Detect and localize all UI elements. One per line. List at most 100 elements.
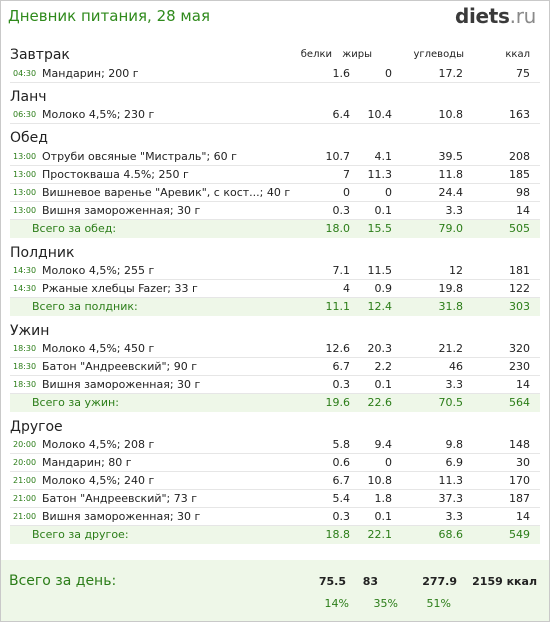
food-fat: 0 [385, 67, 392, 80]
meal-title-other: Другое [10, 419, 63, 435]
food-row[interactable]: 13:00 Отруби овсяные "Мистраль"; 60 г 10… [10, 148, 540, 166]
food-protein: 0.6 [332, 456, 351, 469]
food-name: Вишня замороженная; 30 г [42, 378, 201, 391]
total-kcal: 549 [509, 528, 530, 541]
food-time: 13:00 [13, 170, 37, 179]
food-fat: 0.9 [374, 282, 393, 295]
food-carbs: 39.5 [438, 150, 464, 163]
food-fat: 10.4 [367, 108, 393, 121]
food-row[interactable]: 14:30 Молоко 4,5%; 255 г 7.1 11.5 12 181 [10, 262, 540, 280]
food-fat: 20.3 [367, 342, 393, 355]
page-title: Дневник питания, 28 мая [8, 7, 210, 25]
total-carbs: 31.8 [438, 300, 464, 313]
food-row[interactable]: 21:00 Молоко 4,5%; 240 г 6.7 10.8 11.3 1… [10, 472, 540, 490]
food-row[interactable]: 13:00 Вишневое варенье "Аревик", с кост.… [10, 184, 540, 202]
food-kcal: 122 [509, 282, 530, 295]
food-name: Молоко 4,5%; 230 г [42, 108, 155, 121]
day-total-fat: 83 [362, 575, 378, 588]
food-row[interactable]: 13:00 Вишня замороженная; 30 г 0.3 0.1 3… [10, 202, 540, 220]
meal-title-lunch: Ланч [10, 89, 47, 105]
food-row[interactable]: 06:30 Молоко 4,5%; 230 г 6.4 10.4 10.8 1… [10, 106, 540, 124]
food-kcal: 185 [509, 168, 530, 181]
food-carbs: 46 [449, 360, 463, 373]
food-name: Простокваша 4.5%; 250 г [42, 168, 189, 181]
food-kcal: 148 [509, 438, 530, 451]
food-time: 20:00 [13, 440, 37, 449]
total-fat: 12.4 [367, 300, 393, 313]
header: Дневник питания, 28 мая diets.ru [0, 0, 548, 34]
meal-title-dinner: Обед [10, 130, 48, 146]
food-name: Молоко 4,5%; 255 г [42, 264, 155, 277]
food-kcal: 187 [509, 492, 530, 505]
food-carbs: 9.8 [445, 438, 464, 451]
food-kcal: 181 [509, 264, 530, 277]
column-carbs: углеводы [413, 49, 464, 60]
food-name: Молоко 4,5%; 208 г [42, 438, 155, 451]
food-protein: 1.6 [332, 67, 351, 80]
food-row[interactable]: 04:30 Мандарин; 200 г 1.6 0 17.2 75 [10, 65, 540, 83]
food-carbs: 24.4 [438, 186, 464, 199]
food-fat: 0.1 [374, 510, 393, 523]
food-row[interactable]: 20:00 Молоко 4,5%; 208 г 5.8 9.4 9.8 148 [10, 436, 540, 454]
food-name: Мандарин; 80 г [42, 456, 132, 469]
column-fat: жиры [342, 49, 372, 60]
food-name: Вишня замороженная; 30 г [42, 510, 201, 523]
food-carbs: 3.3 [445, 378, 464, 391]
day-fat-percent: 35% [373, 597, 398, 610]
logo-tld: .ru [509, 4, 537, 28]
food-carbs: 17.2 [438, 67, 464, 80]
food-fat: 11.5 [367, 264, 393, 277]
column-kcal: ккал [505, 49, 530, 60]
food-row[interactable]: 21:00 Батон "Андреевский"; 73 г 5.4 1.8 … [10, 490, 540, 508]
food-kcal: 320 [509, 342, 530, 355]
food-row[interactable]: 13:00 Простокваша 4.5%; 250 г 7 11.3 11.… [10, 166, 540, 184]
food-name: Молоко 4,5%; 240 г [42, 474, 155, 487]
food-protein: 4 [343, 282, 350, 295]
total-carbs: 68.6 [438, 528, 464, 541]
meal-total-label: Всего за другое: [32, 528, 129, 541]
food-name: Батон "Андреевский"; 90 г [42, 360, 198, 373]
food-row[interactable]: 21:00 Вишня замороженная; 30 г 0.3 0.1 3… [10, 508, 540, 526]
food-protein: 0.3 [332, 510, 351, 523]
food-kcal: 14 [516, 378, 530, 391]
food-protein: 0.3 [332, 378, 351, 391]
food-row[interactable]: 18:30 Батон "Андреевский"; 90 г 6.7 2.2 … [10, 358, 540, 376]
food-carbs: 37.3 [438, 492, 464, 505]
food-time: 04:30 [13, 69, 37, 78]
food-protein: 10.7 [325, 150, 351, 163]
food-protein: 6.7 [332, 360, 351, 373]
food-row[interactable]: 20:00 Мандарин; 80 г 0.6 0 6.9 30 [10, 454, 540, 472]
food-time: 18:30 [13, 362, 37, 371]
food-name: Отруби овсяные "Мистраль"; 60 г [42, 150, 237, 163]
food-protein: 0.3 [332, 204, 351, 217]
food-time: 18:30 [13, 344, 37, 353]
food-carbs: 19.8 [438, 282, 464, 295]
food-carbs: 21.2 [438, 342, 464, 355]
food-protein: 6.7 [332, 474, 351, 487]
day-protein-percent: 14% [324, 597, 349, 610]
food-time: 14:30 [13, 284, 37, 293]
food-carbs: 3.3 [445, 204, 464, 217]
site-logo[interactable]: diets.ru [455, 4, 536, 28]
food-protein: 7.1 [332, 264, 351, 277]
food-kcal: 98 [516, 186, 530, 199]
food-fat: 4.1 [374, 150, 393, 163]
food-kcal: 208 [509, 150, 530, 163]
food-protein: 5.4 [332, 492, 351, 505]
food-fat: 0 [385, 456, 392, 469]
food-time: 21:00 [13, 512, 37, 521]
total-kcal: 564 [509, 396, 530, 409]
food-row[interactable]: 18:30 Вишня замороженная; 30 г 0.3 0.1 3… [10, 376, 540, 394]
food-name: Ржаные хлебцы Fazer; 33 г [42, 282, 198, 295]
total-fat: 22.6 [367, 396, 393, 409]
total-kcal: 505 [509, 222, 530, 235]
food-row[interactable]: 14:30 Ржаные хлебцы Fazer; 33 г 4 0.9 19… [10, 280, 540, 298]
food-fat: 2.2 [374, 360, 393, 373]
food-time: 20:00 [13, 458, 37, 467]
food-row[interactable]: 18:30 Молоко 4,5%; 450 г 12.6 20.3 21.2 … [10, 340, 540, 358]
day-total-panel: Всего за день: 75.5 83 277.9 2159 ккал 1… [1, 560, 549, 621]
food-time: 14:30 [13, 266, 37, 275]
total-protein: 18.0 [325, 222, 351, 235]
meal-total-label: Всего за ужин: [32, 396, 119, 409]
food-name: Вишневое варенье "Аревик", с кост...; 40… [42, 186, 291, 199]
